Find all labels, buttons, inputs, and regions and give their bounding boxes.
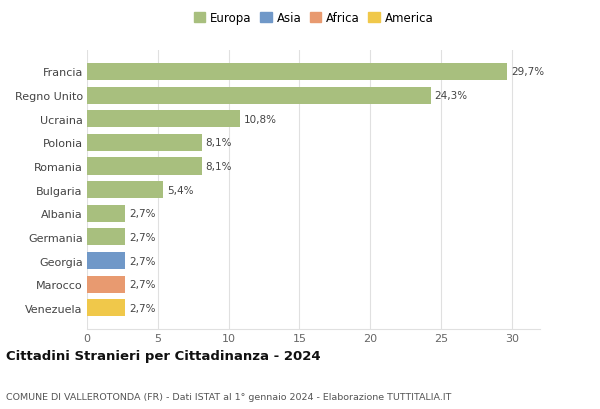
Bar bbox=[87, 205, 125, 222]
Bar bbox=[87, 182, 163, 199]
Text: 2,7%: 2,7% bbox=[129, 209, 155, 219]
Text: 5,4%: 5,4% bbox=[167, 185, 193, 195]
Bar bbox=[87, 300, 125, 317]
Text: 2,7%: 2,7% bbox=[129, 256, 155, 266]
Text: 2,7%: 2,7% bbox=[129, 279, 155, 290]
Text: 24,3%: 24,3% bbox=[434, 91, 467, 101]
Bar bbox=[87, 252, 125, 270]
Bar bbox=[87, 229, 125, 246]
Text: 2,7%: 2,7% bbox=[129, 303, 155, 313]
Bar bbox=[87, 111, 240, 128]
Text: COMUNE DI VALLEROTONDA (FR) - Dati ISTAT al 1° gennaio 2024 - Elaborazione TUTTI: COMUNE DI VALLEROTONDA (FR) - Dati ISTAT… bbox=[6, 392, 451, 401]
Bar bbox=[87, 276, 125, 293]
Bar bbox=[87, 158, 202, 175]
Bar bbox=[87, 135, 202, 151]
Text: Cittadini Stranieri per Cittadinanza - 2024: Cittadini Stranieri per Cittadinanza - 2… bbox=[6, 349, 320, 362]
Bar bbox=[87, 88, 431, 104]
Legend: Europa, Asia, Africa, America: Europa, Asia, Africa, America bbox=[191, 10, 436, 27]
Text: 8,1%: 8,1% bbox=[205, 138, 232, 148]
Text: 8,1%: 8,1% bbox=[205, 162, 232, 172]
Text: 29,7%: 29,7% bbox=[511, 67, 544, 77]
Text: 10,8%: 10,8% bbox=[244, 115, 277, 124]
Text: 2,7%: 2,7% bbox=[129, 232, 155, 243]
Bar bbox=[87, 64, 508, 81]
